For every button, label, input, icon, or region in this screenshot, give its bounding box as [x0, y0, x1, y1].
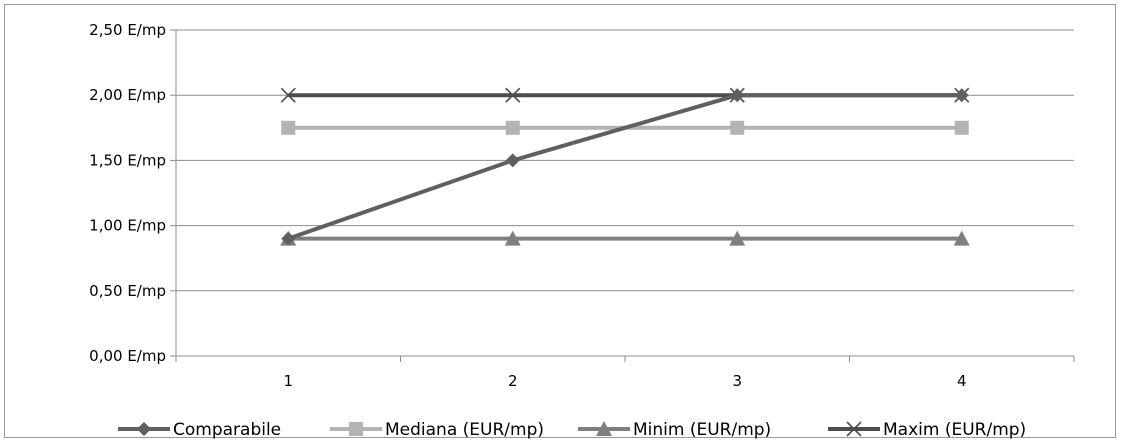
- data-point-0-0: [281, 231, 296, 246]
- legend-label: Comparabile: [173, 420, 281, 440]
- data-point-1-1: [505, 120, 520, 135]
- legend-swatch-marker: [846, 421, 862, 437]
- data-point-1-2: [730, 120, 745, 135]
- chart-frame: [4, 4, 1116, 438]
- legend-item-1: Mediana (EUR/mp): [330, 420, 544, 440]
- legend-label: Minim (EUR/mp): [633, 420, 771, 440]
- series-lines: [287, 93, 962, 241]
- x-tick-label: 3: [732, 372, 742, 390]
- series-line-0: [287, 93, 962, 241]
- legend-swatch-marker: [349, 422, 363, 436]
- x-tick-label: 4: [957, 372, 967, 390]
- data-point-3-0: [280, 87, 296, 103]
- legend-item-2: Minim (EUR/mp): [578, 420, 771, 440]
- y-tick-label: 1,00 E/mp: [89, 217, 166, 235]
- data-point-1-3: [954, 120, 969, 135]
- legend-swatch-marker: [137, 422, 151, 436]
- gridlines: [176, 29, 1074, 292]
- data-point-2-2: [729, 230, 746, 246]
- series-markers: [280, 87, 970, 246]
- y-tick-label: 0,00 E/mp: [89, 347, 166, 365]
- data-point-2-1: [504, 230, 521, 246]
- data-point-0-2: [730, 88, 745, 103]
- x-tick-label: 2: [508, 372, 518, 390]
- data-point-3-1: [505, 87, 521, 103]
- data-point-0-1: [505, 153, 520, 168]
- y-tick-label: 2,50 E/mp: [89, 21, 166, 39]
- axes: [170, 29, 1075, 362]
- legend: Comparabile Mediana (EUR/mp) Minim (EUR/mp…: [118, 420, 1026, 440]
- x-tick-label: 1: [283, 372, 293, 390]
- data-point-1-0: [281, 120, 296, 135]
- legend-item-0: Comparabile: [118, 420, 281, 440]
- legend-label: Maxim (EUR/mp): [883, 420, 1026, 440]
- y-tick-label: 0,50 E/mp: [89, 282, 166, 300]
- tick-labels: 0,00 E/mp 0,50 E/mp 1,00 E/mp 1,50 E/mp 2,00…: [89, 21, 966, 390]
- y-tick-label: 2,00 E/mp: [89, 86, 166, 104]
- y-tick-label: 1,50 E/mp: [89, 151, 166, 169]
- legend-label: Mediana (EUR/mp): [385, 420, 544, 440]
- data-point-2-3: [953, 230, 970, 246]
- legend-item-3: Maxim (EUR/mp): [828, 420, 1026, 440]
- data-point-0-3: [954, 88, 969, 103]
- legend-swatch-marker: [596, 421, 612, 436]
